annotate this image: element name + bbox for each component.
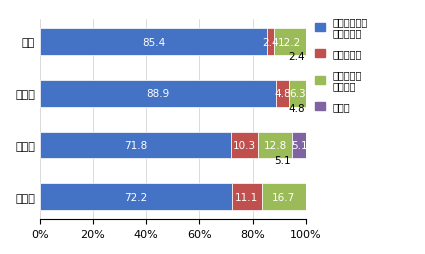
Text: 2.4: 2.4 — [262, 37, 279, 47]
Text: 6.3: 6.3 — [289, 89, 306, 99]
Text: 2.4: 2.4 — [288, 52, 305, 62]
Bar — [232, 184, 261, 210]
Bar — [276, 81, 289, 107]
Text: 85.4: 85.4 — [142, 37, 165, 47]
Text: 11.1: 11.1 — [235, 192, 258, 202]
Bar — [292, 132, 306, 159]
Text: 72.2: 72.2 — [124, 192, 147, 202]
Bar — [274, 29, 306, 56]
Bar — [40, 29, 267, 56]
Legend: 公共的価値が
あると思う, ないと思う, どちらとも
いえない, 無回答: 公共的価値が あると思う, ないと思う, どちらとも いえない, 無回答 — [314, 15, 370, 114]
Text: 12.8: 12.8 — [264, 140, 287, 150]
Bar — [231, 132, 258, 159]
Text: 12.2: 12.2 — [278, 37, 301, 47]
Bar — [289, 81, 306, 107]
Text: 10.3: 10.3 — [233, 140, 256, 150]
Text: 5.1: 5.1 — [275, 155, 291, 165]
Bar — [40, 81, 276, 107]
Text: 71.8: 71.8 — [124, 140, 147, 150]
Bar — [40, 132, 231, 159]
Bar — [40, 184, 232, 210]
Text: 4.8: 4.8 — [288, 103, 305, 114]
Text: 16.7: 16.7 — [272, 192, 295, 202]
Bar — [258, 132, 292, 159]
Text: 5.1: 5.1 — [291, 140, 308, 150]
Text: 88.9: 88.9 — [147, 89, 170, 99]
Bar — [261, 184, 306, 210]
Bar — [267, 29, 274, 56]
Text: 4.8: 4.8 — [275, 89, 291, 99]
